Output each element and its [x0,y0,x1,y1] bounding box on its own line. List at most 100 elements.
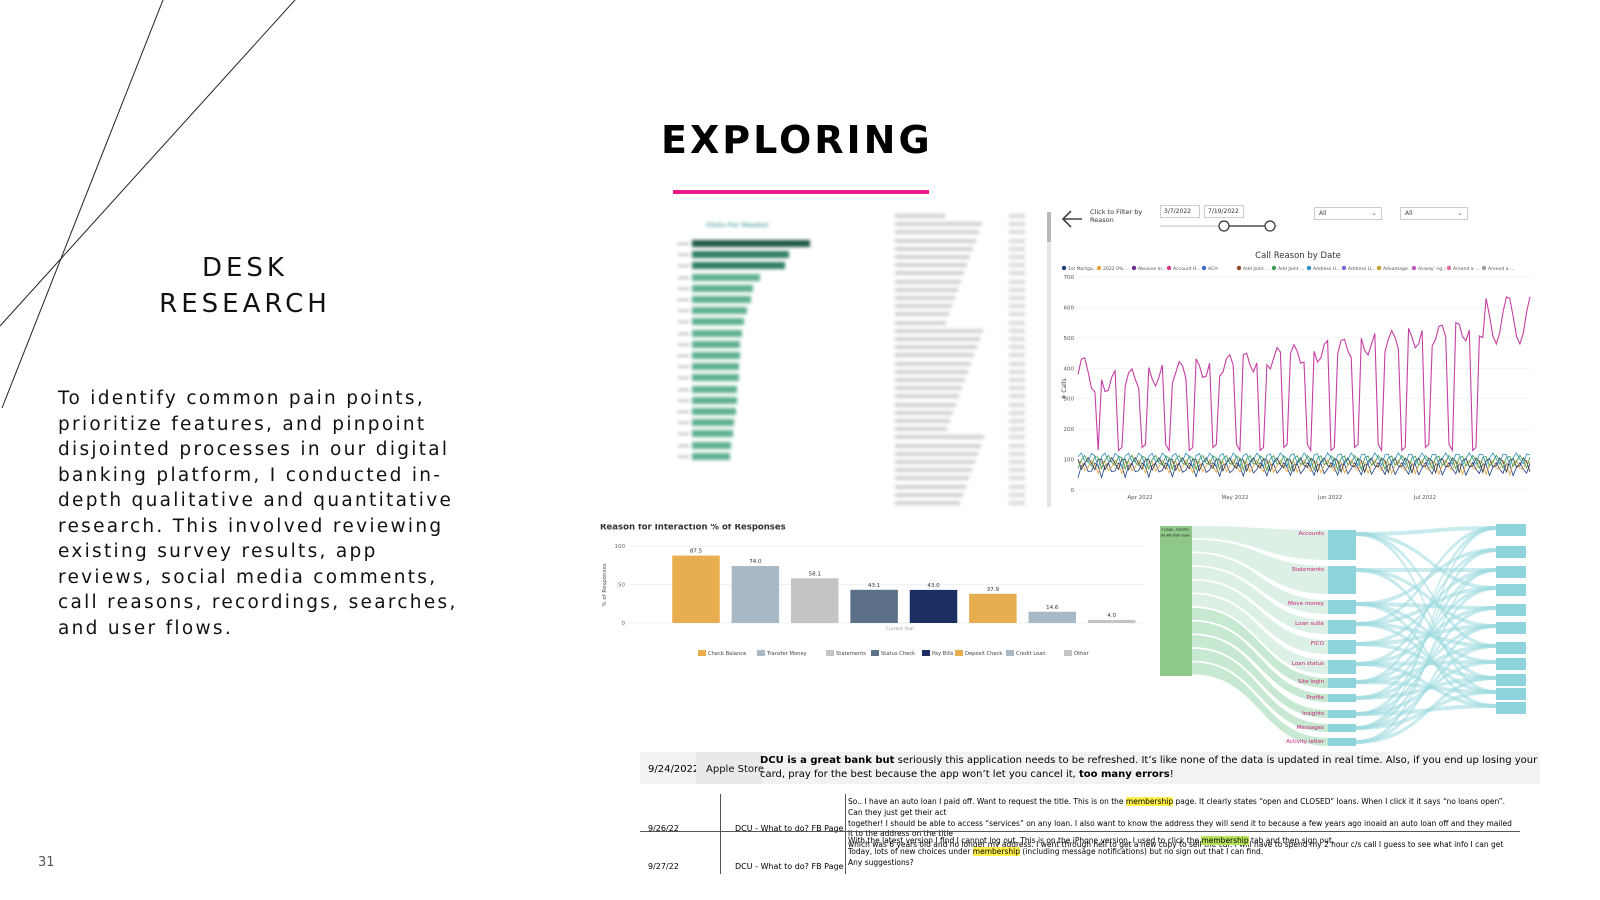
clicks-bar [692,251,789,259]
clicks-bar-label: ▬▬▬ [677,375,689,381]
clicks-bar-row: ▬▬▬ [640,340,741,348]
sankey-target-node [1496,546,1526,558]
review-line: With the latest version I find I cannot … [848,836,1518,847]
date-range-slider[interactable] [1160,220,1280,232]
legend-label: Deposit Check [965,651,1002,657]
review-source: DCU - What to do? FB Page [735,824,844,833]
filter-label: Click to Filter by Reason [1090,208,1143,224]
table-row [895,335,1025,343]
table-cell [895,230,979,235]
start-date-input[interactable]: 3/7/2022 [1160,205,1200,218]
review-bold-end: too many errors [1079,769,1170,780]
end-date-input[interactable]: 7/19/2022 [1204,205,1244,218]
review-date: 9/24/2022 [648,764,700,775]
sankey-mid-node [1328,640,1356,654]
review-text: With the latest version I find I cannot … [848,836,1518,868]
clicks-bar [692,408,736,415]
sankey-source-label: 1 page...bership [1161,527,1190,531]
sankey-flow [1192,526,1328,560]
clicks-bar [692,419,735,427]
legend-label: 1st Mortga... [1068,266,1097,272]
review-text-part: (including message notifications) but no… [1020,846,1264,856]
clicks-bar [692,441,731,449]
table-cell [895,320,946,325]
filter-select-2[interactable]: All ⌄ [1400,207,1468,220]
clicks-bar [692,329,742,337]
table-row [895,253,1025,261]
call-series-line [1077,452,1531,470]
table-cell [1009,460,1025,464]
data-label: 14.6 [1046,605,1059,611]
table-cell [895,460,975,464]
legend-label: Airway' ng... [1418,266,1447,272]
legend-label: ACH [1208,266,1218,272]
sankey-node-label: Loan suite [1295,621,1324,627]
sankey-flow [1192,662,1328,746]
legend-marker [1376,265,1382,271]
table-cell [1009,419,1025,423]
clicks-bar [692,363,740,371]
call-series-line [1077,456,1531,475]
bar [1087,619,1136,623]
clicks-chart-title: Clicks Per Member [706,222,769,229]
table-row [895,261,1025,269]
review-text-part: page. It clearly states “open and CLOSED… [848,797,1506,817]
clicks-bar-row: ▬▬▬ [640,385,737,393]
call-series-line [1077,459,1531,477]
table-cell [1009,386,1025,391]
clicks-bar-label: ▬▬▬ [677,308,689,314]
table-cell [1009,320,1025,325]
legend-marker [1306,265,1312,271]
table-cell [1009,263,1025,268]
table-cell [895,255,970,259]
call-series-line [1077,296,1531,453]
clicks-bar-label: ▬▬▬ [677,341,689,347]
table-row [895,302,1025,310]
bar [1028,611,1076,623]
x-axis-label: Current Year [886,626,915,632]
table-cell [895,476,969,481]
table-cell [895,419,950,423]
sankey-mid-node [1328,660,1356,674]
legend-label: 2022 0% ... [1103,266,1129,272]
review-text-part: So.. I have an auto loan I paid off. Wan… [848,797,1126,806]
review-text: DCU is a great bank but seriously this a… [760,754,1540,782]
table-cell [895,353,974,358]
decorative-lines [0,0,296,409]
table-cell [1009,353,1025,358]
y-tick-label: 500 [1064,336,1075,342]
table-cell [1009,296,1025,300]
legend-label: Add Joint ... [1278,266,1304,272]
review-date: 9/27/22 [648,862,679,871]
legend-marker [922,650,930,656]
table-cell [895,337,980,341]
bar [909,589,958,623]
sankey-flow [1192,539,1328,594]
y-tick-label: 100 [615,544,626,550]
legend-marker [1446,265,1452,271]
table-cell [1009,451,1025,456]
table-cell [1009,222,1025,227]
table-cell [895,287,958,292]
y-tick-label: 600 [1064,305,1075,311]
table-cell [1009,328,1025,333]
review-line: So.. I have an auto loan I paid off. Wan… [848,797,1518,819]
table-row [895,294,1025,302]
legend-label: Address U... [1348,266,1376,272]
filter-select-1[interactable]: All ⌄ [1314,207,1382,220]
clicks-bar [692,240,810,247]
membership-highlight: membership [1201,836,1249,845]
table-cell [895,238,976,243]
sankey-target-node [1496,674,1526,686]
arrow-left-icon[interactable] [1060,208,1086,230]
x-tick-label: May 2022 [1221,495,1248,501]
clicks-bar-row: ▬▬▬ [640,374,740,382]
review-tail: ! [1169,769,1174,780]
clicks-bar-label: ▬▬▬ [677,297,689,302]
table-row [895,450,1025,458]
table-cell [1009,369,1025,374]
table-row [895,228,1025,236]
body-paragraph: To identify common pain points, prioriti… [58,388,458,639]
row-divider [640,831,1520,832]
review-text-part: Today, lots of new choices under [848,846,973,856]
